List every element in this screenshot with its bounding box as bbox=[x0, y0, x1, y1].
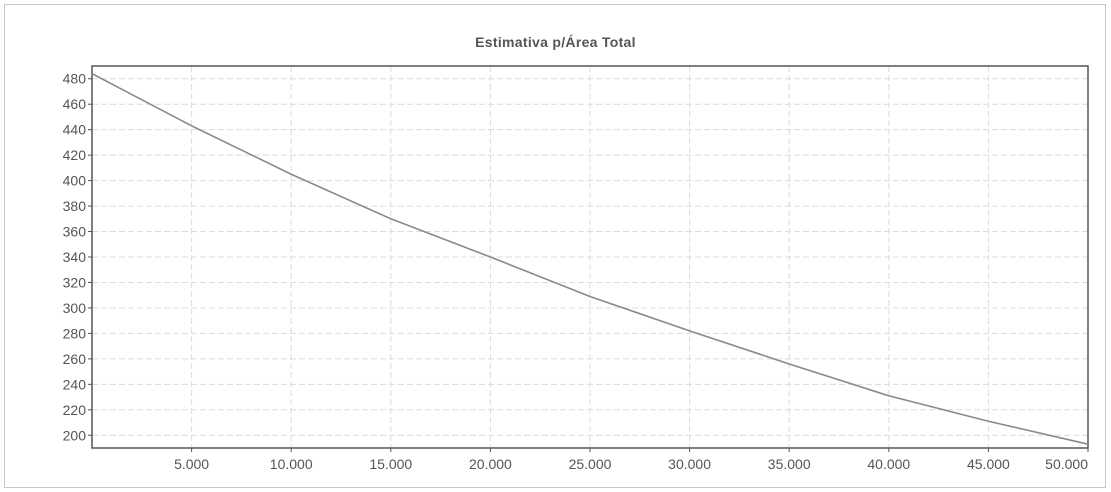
x-tick-label: 25.000 bbox=[569, 456, 612, 472]
x-tick-label: 45.000 bbox=[967, 456, 1010, 472]
y-tick-label: 480 bbox=[63, 71, 87, 87]
x-tick-label: 5.000 bbox=[174, 456, 209, 472]
x-tick-label: 40.000 bbox=[867, 456, 910, 472]
y-tick-label: 460 bbox=[63, 96, 87, 112]
x-tick-label: 15.000 bbox=[369, 456, 412, 472]
x-axis-ticks: 5.000 10.000 15.000 20.000 25.000 30.000 35.00… bbox=[174, 448, 1089, 472]
y-tick-label: 420 bbox=[63, 147, 87, 163]
x-tick-label: 50.000 bbox=[1045, 456, 1088, 472]
y-tick-label: 320 bbox=[63, 274, 87, 290]
chart-title: Estimativa p/Área Total bbox=[475, 34, 636, 50]
chart-frame bbox=[4, 4, 1106, 488]
y-tick-label: 240 bbox=[63, 376, 87, 392]
y-tick-label: 280 bbox=[63, 325, 87, 341]
grid-lines bbox=[92, 66, 1088, 448]
series-layer bbox=[91, 72, 1089, 445]
y-tick-label: 400 bbox=[63, 173, 87, 189]
y-tick-label: 200 bbox=[63, 427, 87, 443]
y-tick-label: 300 bbox=[63, 300, 87, 316]
series-line bbox=[91, 72, 1089, 445]
x-tick-label: 30.000 bbox=[668, 456, 711, 472]
y-tick-label: 440 bbox=[63, 122, 87, 138]
y-tick-label: 260 bbox=[63, 351, 87, 367]
y-axis-ticks: 200 220 240 260 280 300 320 340 360 380 400 420 440 4… bbox=[63, 71, 92, 443]
x-tick-label: 20.000 bbox=[469, 456, 512, 472]
y-tick-label: 220 bbox=[63, 402, 87, 418]
y-tick-label: 380 bbox=[63, 198, 87, 214]
x-tick-label: 10.000 bbox=[270, 456, 313, 472]
y-tick-label: 360 bbox=[63, 224, 87, 240]
y-tick-label: 340 bbox=[63, 249, 87, 265]
x-tick-label: 35.000 bbox=[768, 456, 811, 472]
